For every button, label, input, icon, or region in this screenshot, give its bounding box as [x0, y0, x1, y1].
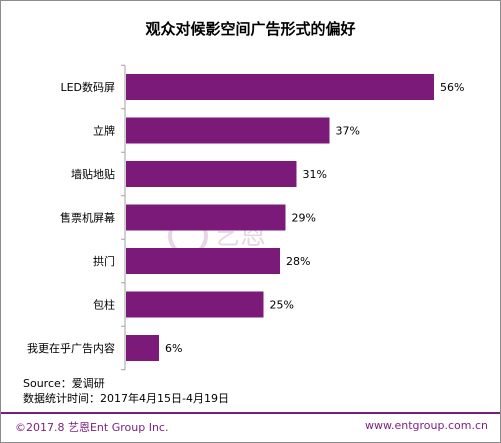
footer-copyright: ©2017.8 艺恩Ent Group Inc.	[15, 421, 169, 434]
value-label: 56%	[440, 81, 464, 94]
footer-divider	[1, 412, 500, 414]
category-label: 拱门	[93, 254, 115, 268]
bar	[126, 74, 434, 100]
bar	[126, 161, 297, 187]
value-label: 31%	[303, 168, 327, 181]
category-label: 售票机屏幕	[60, 211, 115, 225]
chart-title: 观众对候影空间广告形式的偏好	[145, 20, 356, 38]
category-label: 我更在乎广告内容	[27, 341, 115, 355]
category-label: 包柱	[93, 298, 115, 312]
data-period-line: 数据统计时间：2017年4月15日-4月19日	[23, 392, 229, 405]
bar	[126, 335, 159, 361]
bar	[126, 291, 264, 318]
footer-website[interactable]: www.entgroup.com.cn	[365, 419, 488, 432]
category-label: 墙贴地贴	[71, 167, 115, 181]
bar-chart: LED数码屏 56% 立牌 37% 墙贴地贴 31% 售票机屏幕 29% 拱门 28% 包柱 25% 我…	[27, 64, 464, 371]
bar	[126, 204, 286, 231]
source-line: Source：爱调研	[23, 377, 105, 390]
value-label: 6%	[165, 342, 182, 355]
value-label: 25%	[270, 299, 294, 312]
category-label: LED数码屏	[60, 81, 115, 94]
bar	[126, 248, 280, 274]
value-label: 37%	[336, 125, 360, 138]
value-label: 29%	[292, 212, 316, 225]
bar	[126, 117, 330, 144]
category-label: 立牌	[93, 124, 115, 138]
value-label: 28%	[286, 255, 310, 268]
